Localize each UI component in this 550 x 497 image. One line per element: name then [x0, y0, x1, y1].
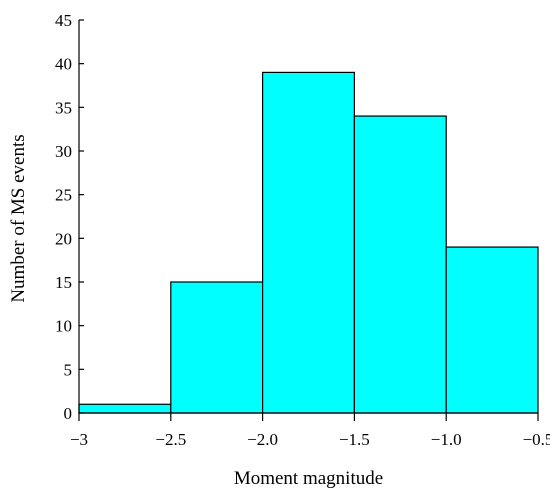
y-tick-label: 45	[55, 11, 72, 30]
y-tick-label: 0	[64, 404, 73, 423]
y-tick-label: 25	[55, 186, 72, 205]
histogram-bar	[170, 281, 264, 414]
x-axis-ticks: −3 −2.5 −2.0 −1.5 −1.0 −0.5	[70, 413, 550, 449]
x-tick-label: −2.0	[247, 430, 278, 449]
y-tick-label: 10	[55, 317, 72, 336]
histogram-bar	[262, 71, 356, 414]
histogram-bar	[78, 403, 172, 414]
y-tick-label: 35	[55, 98, 72, 117]
y-axis-title: Number of MS events	[8, 134, 29, 302]
y-tick-label: 5	[64, 360, 73, 379]
y-tick-label: 30	[55, 142, 72, 161]
x-tick-label: −1.0	[431, 430, 462, 449]
x-tick-label: −0.5	[523, 430, 550, 449]
histogram-bar	[445, 246, 539, 414]
histogram-bar	[353, 115, 447, 414]
x-tick-label: −2.5	[155, 430, 186, 449]
y-tick-label: 40	[55, 55, 72, 74]
y-tick-label: 20	[55, 229, 72, 248]
x-axis-title: Moment magnitude	[234, 468, 383, 489]
y-axis-ticks: 0 5 10 15 20 25 30 35 40 45	[55, 11, 84, 423]
y-tick-label: 15	[55, 273, 72, 292]
x-tick-label: −3	[70, 430, 88, 449]
x-tick-label: −1.5	[339, 430, 370, 449]
bars-group	[78, 71, 539, 414]
